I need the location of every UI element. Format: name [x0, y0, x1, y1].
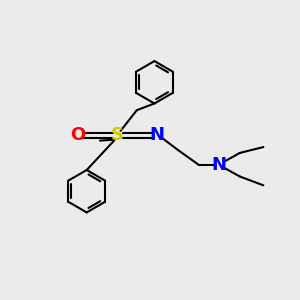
Text: N: N — [212, 156, 227, 174]
Text: O: O — [70, 126, 85, 144]
Text: N: N — [150, 126, 165, 144]
Text: S: S — [111, 126, 124, 144]
